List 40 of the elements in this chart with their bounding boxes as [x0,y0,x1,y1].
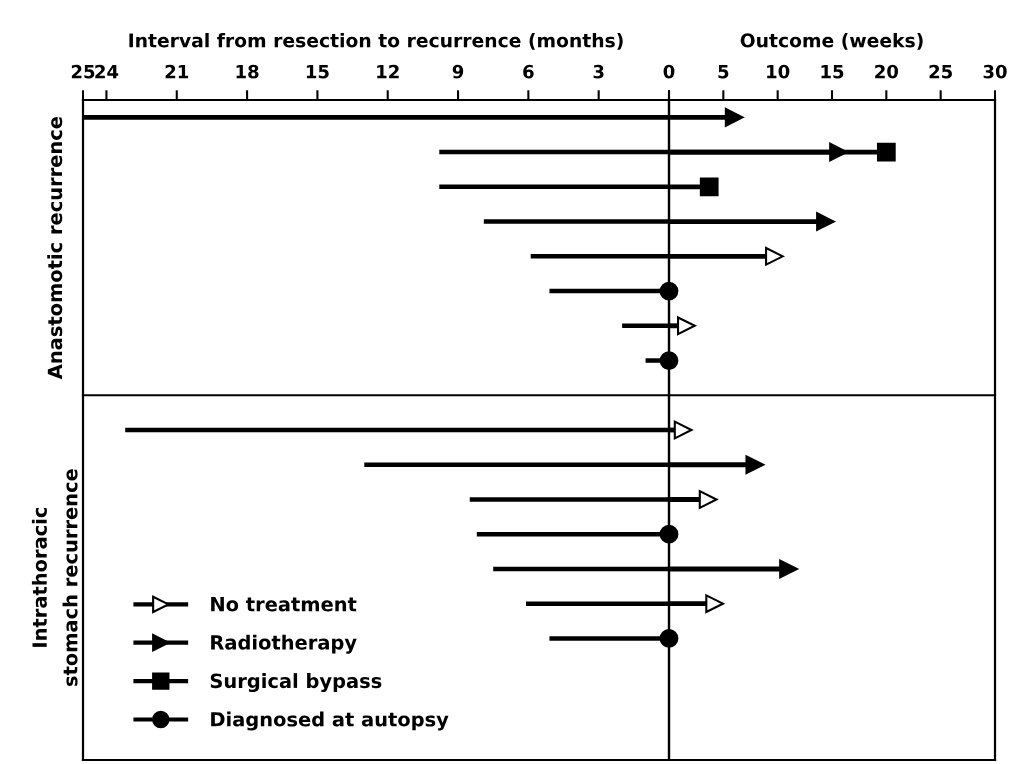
point [659,524,679,544]
point [829,142,848,162]
point [745,455,765,475]
point [673,420,693,440]
x-tick-label: 20 [875,64,899,79]
point [765,246,784,266]
x-tick-label: 24 [95,64,119,79]
x-tick-label: 21 [165,64,189,79]
legend-label: No treatment [211,597,357,612]
x-tick-label: 6 [523,64,534,79]
text: Anastomotic recurrence [47,116,63,380]
x-tick-label: 5 [718,65,729,79]
x-tick-label: 25 [71,64,95,79]
x-tick-label: 30 [983,64,1007,79]
legend-label: Surgical bypass [210,673,382,693]
point [659,351,679,370]
point [677,316,696,336]
x-tick-label: 18 [236,64,259,79]
point [659,281,679,301]
point [699,177,719,197]
chart-title: Outcome (weeks) [740,32,923,50]
point [724,108,744,127]
point [705,594,725,614]
legend-label: Radiotherapy [211,634,357,654]
x-tick-label: 9 [452,64,464,79]
x-tick-label: 12 [377,64,399,79]
x-tick-label: 0 [663,64,675,79]
x-tick-label: 3 [593,64,604,79]
point [698,490,718,509]
x-tick-label: 15 [306,65,329,79]
point [779,559,798,579]
x-tick-label: 10 [767,64,790,79]
text: Intrathoracic stomach recurrence [31,469,78,687]
point [816,212,835,231]
point [876,142,896,162]
x-tick-label: 25 [929,64,952,79]
point [659,629,679,648]
legend-label: Diagnosed at autopsy [211,711,449,731]
chart-title: Interval from resection to recurrence (months) [129,32,623,50]
x-tick-label: 15 [821,65,844,79]
